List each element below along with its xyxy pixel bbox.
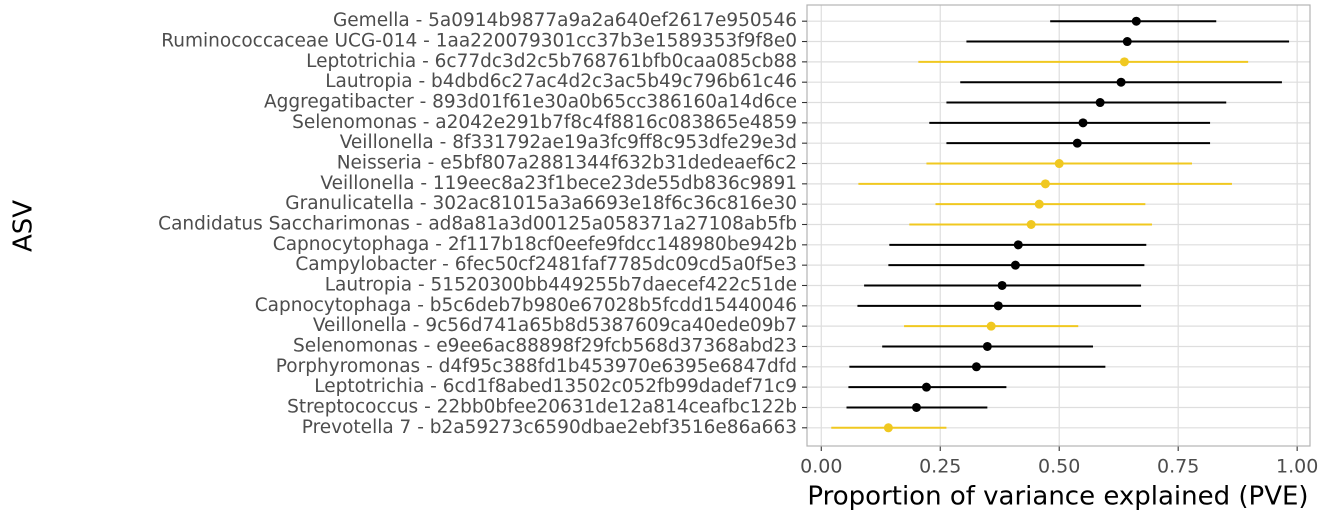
panel-border xyxy=(806,4,1311,447)
point xyxy=(971,362,981,372)
y-axis-title: ASV xyxy=(9,200,39,252)
x-tick-label: 0.00 xyxy=(800,456,842,478)
point xyxy=(1013,240,1023,250)
x-tick-label: 0.75 xyxy=(1157,456,1199,478)
y-tick-label: Veillonella - 9c56d741a65b8d5387609ca40e… xyxy=(313,315,797,336)
point xyxy=(1119,57,1129,67)
x-tick-label: 0.50 xyxy=(1038,456,1080,478)
y-tick-label: Porphyromonas - d4f95c388fd1b453970e6395… xyxy=(276,356,797,377)
point xyxy=(986,321,996,331)
point xyxy=(1034,199,1044,209)
x-tick-label: 0.25 xyxy=(919,456,961,478)
y-tick-label: Capnocytophaga - b5c6deb7b980e67028b5fcd… xyxy=(255,295,797,316)
point xyxy=(1095,98,1105,108)
point xyxy=(883,423,893,433)
point xyxy=(997,280,1007,290)
y-tick-label: Selenomonas - a2042e291b7f8c4f8816c08386… xyxy=(292,112,797,133)
y-tick-label: Aggregatibacter - 893d01f61e30a0b65cc386… xyxy=(264,92,797,113)
point xyxy=(1040,179,1050,189)
y-tick-label: Prevotella 7 - b2a59273c6590dbae2ebf3516… xyxy=(302,417,797,438)
point xyxy=(921,382,931,392)
y-tick-label: Veillonella - 8f331792ae19a3fc9ff8c953df… xyxy=(340,132,797,153)
point xyxy=(993,301,1003,311)
point xyxy=(1131,16,1141,26)
y-tick-label: Streptococcus - 22bb0bfee20631de12a814ce… xyxy=(287,396,797,417)
x-axis-title: Proportion of variance explained (PVE) xyxy=(807,482,1308,512)
y-tick-label: Lautropia - b4dbd6c27ac4d2c3ac5b49c796b6… xyxy=(325,71,797,92)
y-tick-label: Granulicatella - 302ac81015a3a6693e18f6c… xyxy=(285,193,797,214)
y-tick-label: Ruminococcaceae UCG-014 - 1aa220079301cc… xyxy=(161,31,797,52)
point xyxy=(1122,37,1132,47)
y-tick-label: Neisseria - e5bf807a2881344f632b31dedeae… xyxy=(337,153,797,174)
y-tick-label: Selenomonas - e9ee6ac88898f29fcb568d3736… xyxy=(293,335,797,356)
x-tick-label: 1.00 xyxy=(1276,456,1318,478)
point xyxy=(1054,159,1064,169)
point xyxy=(982,341,992,351)
point xyxy=(1026,220,1036,229)
y-tick-label: Lautropia - 51520300bb449255b7daecef422c… xyxy=(325,274,797,295)
y-tick-label: Veillonella - 119eec8a23f1bece23de55db83… xyxy=(320,173,797,194)
point xyxy=(1010,260,1020,270)
y-tick-label: Capnocytophaga - 2f117b18cf0eefe9fdcc148… xyxy=(273,234,797,255)
point xyxy=(1078,118,1088,128)
y-tick-label: Leptotrichia - 6c77dc3d2c5b768761bfb0caa… xyxy=(306,51,797,72)
y-tick-label: Campylobacter - 6fec50cf2481faf7785dc09c… xyxy=(295,254,797,275)
point xyxy=(911,402,921,412)
point xyxy=(1116,77,1126,87)
y-tick-label: Leptotrichia - 6cd1f8abed13502c052fb99da… xyxy=(314,376,797,397)
point xyxy=(1072,138,1082,148)
y-tick-label: Candidatus Saccharimonas - ad8a81a3d0012… xyxy=(158,214,797,235)
y-tick-label: Gemella - 5a0914b9877a9a2a640ef2617e9505… xyxy=(333,10,797,31)
